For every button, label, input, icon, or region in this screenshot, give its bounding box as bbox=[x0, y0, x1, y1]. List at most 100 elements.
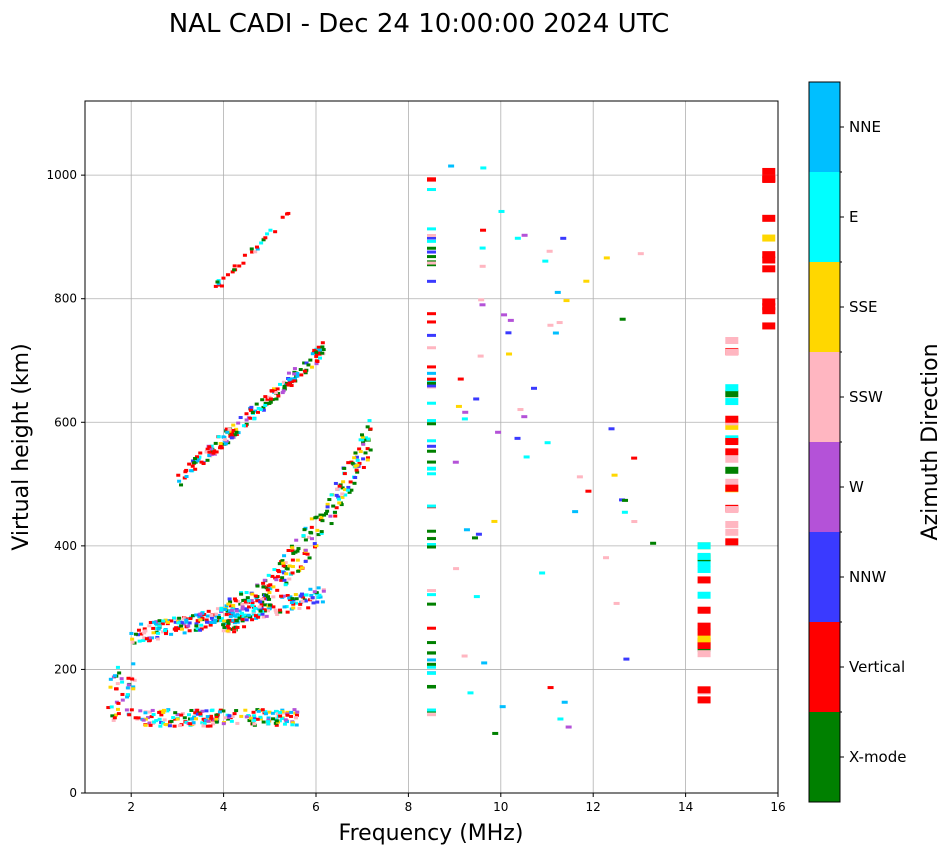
echo-point bbox=[697, 696, 711, 704]
echo-point bbox=[176, 473, 181, 477]
echo-point bbox=[361, 457, 366, 461]
echo-point bbox=[250, 618, 255, 622]
echo-point bbox=[427, 246, 436, 250]
echo-point bbox=[321, 348, 326, 352]
echo-point bbox=[144, 637, 149, 641]
echo-point bbox=[156, 627, 161, 631]
echo-point bbox=[613, 601, 620, 605]
echo-point bbox=[725, 478, 739, 486]
echo-point bbox=[147, 624, 152, 628]
echo-point bbox=[427, 665, 436, 669]
echo-point bbox=[268, 228, 273, 232]
echo-points bbox=[106, 164, 776, 735]
echo-point bbox=[277, 562, 282, 566]
echo-point bbox=[294, 601, 299, 605]
echo-point bbox=[611, 473, 618, 477]
echo-point bbox=[242, 625, 247, 629]
echo-point bbox=[151, 631, 156, 635]
echo-point bbox=[289, 384, 294, 388]
echo-point bbox=[514, 236, 521, 240]
echo-point bbox=[290, 565, 295, 569]
echo-point bbox=[314, 347, 319, 351]
echo-point bbox=[275, 612, 280, 616]
echo-point bbox=[289, 380, 294, 384]
echo-point bbox=[287, 381, 292, 385]
echo-point bbox=[479, 303, 486, 307]
echo-point bbox=[238, 416, 243, 420]
echo-point bbox=[427, 602, 436, 606]
echo-point bbox=[608, 427, 615, 431]
echo-point bbox=[276, 568, 281, 572]
echo-point bbox=[263, 236, 268, 240]
echo-point bbox=[725, 390, 739, 398]
echo-point bbox=[325, 509, 330, 513]
echo-point bbox=[479, 264, 486, 268]
echo-point bbox=[231, 423, 236, 427]
echo-point bbox=[177, 724, 182, 728]
echo-point bbox=[265, 609, 270, 613]
echo-point bbox=[309, 537, 314, 541]
echo-point bbox=[631, 520, 638, 524]
echo-point bbox=[697, 559, 711, 567]
echo-point bbox=[319, 515, 324, 519]
echo-point bbox=[461, 654, 468, 658]
echo-point bbox=[182, 716, 187, 720]
echo-point bbox=[301, 595, 306, 599]
echo-point bbox=[353, 464, 358, 468]
echo-point bbox=[252, 714, 257, 718]
echo-point bbox=[263, 395, 268, 399]
echo-point bbox=[195, 620, 200, 624]
echo-point bbox=[255, 599, 260, 603]
echo-point bbox=[427, 177, 436, 181]
echo-point bbox=[169, 619, 174, 623]
echo-point bbox=[205, 458, 210, 462]
echo-point bbox=[136, 716, 141, 720]
echo-point bbox=[208, 447, 213, 451]
echo-point bbox=[173, 717, 178, 721]
echo-point bbox=[312, 590, 317, 594]
echo-point bbox=[116, 712, 121, 716]
echo-point bbox=[136, 628, 141, 632]
echo-point bbox=[461, 417, 468, 421]
echo-point bbox=[226, 622, 231, 626]
echo-point bbox=[427, 188, 436, 192]
echo-point bbox=[279, 594, 284, 598]
echo-point bbox=[228, 604, 233, 608]
echo-point bbox=[152, 720, 157, 724]
echo-point bbox=[303, 538, 308, 542]
colorbar-segment bbox=[809, 352, 840, 442]
echo-point bbox=[280, 576, 285, 580]
echo-point bbox=[195, 627, 200, 631]
echo-point bbox=[285, 713, 290, 717]
echo-point bbox=[328, 514, 333, 518]
echo-point bbox=[225, 629, 230, 633]
echo-point bbox=[227, 714, 232, 718]
echo-point bbox=[228, 431, 233, 435]
echo-point bbox=[523, 455, 530, 459]
echo-point bbox=[271, 595, 276, 599]
echo-point bbox=[347, 490, 352, 494]
echo-point bbox=[279, 578, 284, 582]
echo-point bbox=[233, 433, 238, 437]
echo-point bbox=[260, 708, 265, 712]
echo-point bbox=[143, 717, 148, 721]
echo-point bbox=[725, 484, 739, 492]
echo-point bbox=[697, 606, 711, 614]
echo-point bbox=[320, 341, 325, 345]
echo-point bbox=[193, 711, 198, 715]
echo-point bbox=[189, 708, 194, 712]
echo-point bbox=[427, 381, 436, 385]
echo-point bbox=[240, 611, 245, 615]
echo-point bbox=[249, 599, 254, 603]
echo-point bbox=[171, 716, 176, 720]
echo-point bbox=[335, 487, 340, 491]
echo-point bbox=[253, 409, 258, 413]
echo-point bbox=[205, 614, 210, 618]
echo-point bbox=[195, 708, 200, 712]
echo-point bbox=[268, 587, 273, 591]
echo-point bbox=[367, 419, 372, 423]
echo-point bbox=[315, 359, 320, 363]
echo-point bbox=[274, 578, 279, 582]
echo-point bbox=[319, 530, 324, 534]
echo-point bbox=[262, 578, 267, 582]
